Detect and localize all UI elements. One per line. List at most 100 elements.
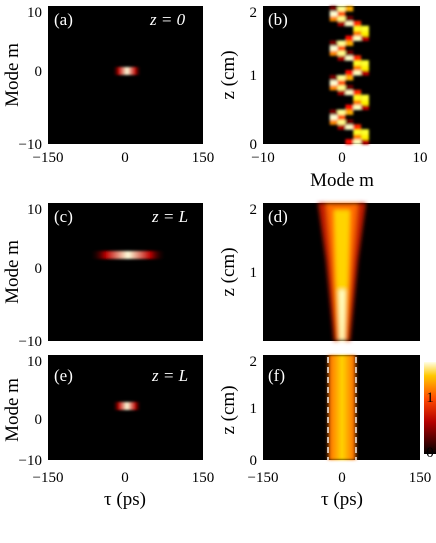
mode-cell	[329, 75, 338, 81]
mode-cell	[345, 104, 354, 110]
mode-cell	[337, 89, 346, 96]
panel-e-xtick: 150	[192, 470, 215, 486]
mode-cell	[329, 114, 338, 120]
panel-a-annotation: z = 0	[149, 10, 186, 29]
panel-e-ytick: 0	[35, 412, 43, 428]
mode-cell	[353, 129, 362, 135]
panel-a-ytick: 10	[27, 5, 42, 21]
panel-e-ytick: 10	[27, 354, 42, 370]
panel-a-ytick: 0	[35, 64, 43, 80]
mode-cell	[337, 20, 346, 27]
mode-cell	[361, 65, 369, 71]
mode-cell	[329, 40, 338, 46]
panel-c: (c) z = L 10 0 −10 Mode m	[2, 202, 203, 350]
mode-cell	[345, 124, 354, 130]
colorbar-min-label: 0	[426, 445, 434, 461]
mode-cell	[353, 30, 362, 37]
panel-a-label: (a)	[54, 10, 73, 29]
mode-cell	[353, 20, 362, 27]
mode-cell	[345, 40, 354, 46]
panel-d-broadening	[318, 203, 366, 341]
mode-cell	[345, 75, 354, 81]
colorbar-gradient	[424, 362, 436, 454]
panel-a-xtick: 150	[192, 150, 215, 166]
panel-f-ytick: 0	[250, 453, 258, 469]
panel-b-ytick: 1	[250, 68, 258, 84]
mode-cell	[345, 139, 354, 145]
mode-cell	[361, 70, 369, 76]
panel-b: (b) 2 1 0 −10 0 10 z (cm) Mode m	[218, 5, 428, 191]
mode-cell	[337, 109, 346, 115]
panel-f-ytick: 1	[250, 401, 258, 417]
mode-cell	[361, 104, 369, 110]
mode-cell	[337, 6, 346, 12]
panel-a: (a) z = 0 10 0 −10 −150 0 150 Mode m	[2, 5, 214, 166]
mode-cell	[361, 35, 369, 41]
mode-cell	[345, 20, 354, 27]
panel-f-label: (f)	[268, 366, 285, 385]
panel-f-ytick: 2	[250, 354, 258, 370]
mode-cell	[361, 30, 369, 37]
panel-e-xtick: 0	[121, 470, 129, 486]
panel-b-xlabel: Mode m	[310, 170, 374, 191]
mode-cell	[353, 89, 362, 96]
panel-d-ytick: 2	[250, 202, 258, 218]
panel-e-xlabel: τ (ps)	[104, 489, 146, 510]
panel-f-xlabel: τ (ps)	[321, 489, 363, 510]
mode-cell	[361, 134, 369, 140]
mode-cell	[329, 45, 338, 51]
mode-cell	[345, 109, 354, 115]
panel-b-xtick: −10	[251, 150, 274, 166]
panel-c-annotation: z = L	[151, 207, 188, 226]
mode-cell	[353, 70, 362, 76]
mode-cell	[345, 55, 354, 61]
panel-b-xtick: 0	[338, 150, 346, 166]
mode-cell	[337, 84, 346, 91]
panel-e-label: (e)	[54, 366, 73, 385]
mode-cell	[329, 6, 338, 12]
mode-cell	[345, 119, 354, 125]
panel-f-xtick: 150	[409, 470, 432, 486]
mode-cell	[329, 79, 338, 86]
mode-cell	[353, 99, 362, 106]
colorbar-max-label: 1	[426, 390, 434, 406]
mode-cell	[361, 94, 369, 101]
mode-cell	[345, 84, 354, 91]
mode-cell	[337, 45, 346, 51]
mode-cell	[353, 134, 362, 140]
panel-c-ytick: −10	[19, 334, 42, 350]
mode-cell	[337, 124, 346, 130]
mode-cell	[337, 10, 346, 17]
mode-cell	[329, 10, 338, 17]
panel-a-xtick: −150	[33, 150, 64, 166]
panel-e-xtick: −150	[33, 470, 64, 486]
mode-cell	[337, 50, 346, 56]
panel-a-xtick: 0	[121, 150, 129, 166]
panel-a-ylabel: Mode m	[2, 43, 23, 107]
panel-b-ytick: 2	[250, 5, 258, 21]
mode-cell	[353, 65, 362, 71]
mode-cell	[361, 139, 369, 145]
mode-cell	[337, 55, 346, 61]
mode-cell	[353, 94, 362, 101]
panel-c-plot	[48, 203, 203, 341]
panel-e-annotation: z = L	[151, 366, 188, 385]
panel-c-ytick: 0	[35, 261, 43, 277]
mode-cell	[337, 75, 346, 81]
mode-cell	[361, 60, 369, 66]
mode-cell	[353, 124, 362, 130]
panel-c-label: (c)	[54, 207, 73, 226]
panel-f-xtick: 0	[338, 470, 346, 486]
colorbar: 1 0	[424, 362, 436, 461]
panel-d: (d) 2 1 z (cm)	[218, 202, 420, 341]
mode-cell	[329, 109, 338, 115]
mode-cell	[329, 119, 338, 125]
panel-b-modes	[329, 6, 369, 145]
mode-cell	[353, 25, 362, 32]
mode-cell	[345, 6, 354, 12]
panel-c-ytick: 10	[27, 202, 42, 218]
panel-d-ylabel: z (cm)	[218, 247, 239, 296]
panel-b-ytick: 0	[250, 137, 258, 153]
mode-cell	[361, 99, 369, 106]
